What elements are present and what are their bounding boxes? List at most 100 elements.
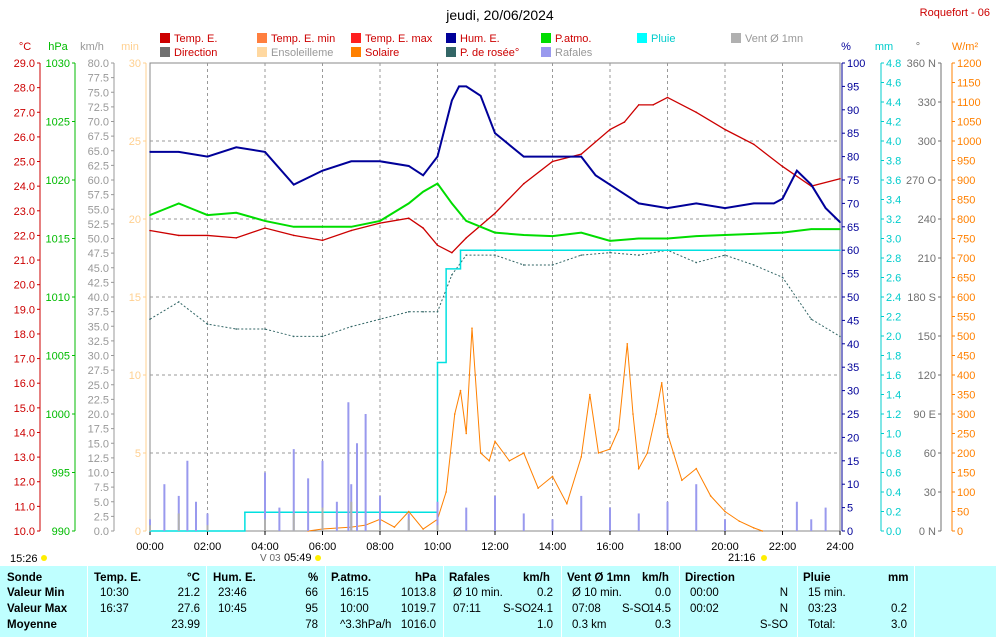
wind-axis-tick-label: 20.0	[88, 409, 109, 421]
summary-cell: Ø 10 min.	[453, 587, 503, 599]
series-pluie-point	[445, 268, 447, 270]
solar-axis-tick-label: 100	[957, 487, 975, 499]
rain-axis-tick-label: 3.8	[886, 156, 901, 168]
summary-cell: 23:46	[218, 587, 247, 599]
legend-label: P. de rosée°	[460, 47, 519, 59]
press-axis-unit: hPa	[48, 41, 68, 53]
wind-axis-tick-label: 60.0	[88, 175, 109, 187]
legend-label: Ensoleilleme	[271, 47, 333, 59]
series-hum-e-point	[379, 160, 381, 163]
sunrise-time: 05:49	[284, 552, 312, 564]
series-pluie-point	[479, 249, 482, 251]
summary-cell: 1019.7	[400, 603, 436, 615]
series-temp-e-point	[407, 217, 410, 219]
time-axis-tick-label: 10:00	[424, 541, 452, 553]
series-temp-e-point	[149, 229, 151, 232]
summary-cell: 0.0	[655, 587, 671, 599]
rain-axis-tick-label: 2.0	[886, 331, 901, 343]
series-temp-e-point	[522, 182, 525, 185]
hum-axis-tick-label: 10	[847, 479, 859, 491]
series-solaire-point	[655, 413, 657, 415]
wind-axis-tick-label: 47.5	[88, 248, 109, 260]
time-axis-tick-label: 22:00	[769, 541, 797, 553]
solar-axis-tick-label: 0	[957, 526, 963, 538]
wind-axis-tick-label: 22.5	[88, 394, 109, 406]
series-hum-e-point	[436, 155, 439, 158]
summary-cell: 10:45	[218, 603, 247, 615]
series-temp-e-point	[637, 104, 640, 106]
summary-cell: 95	[305, 603, 318, 615]
series-pluie-point	[244, 511, 246, 514]
series-hum-e-point	[773, 202, 775, 205]
minutes-axis-unit: min	[121, 41, 139, 53]
hum-axis-tick-label: 0	[847, 526, 853, 538]
series-p-de-ros-e-point	[177, 301, 180, 303]
solar-axis-tick-label: 400	[957, 370, 975, 382]
series-solaire-point	[597, 452, 600, 454]
series-p-de-ros-e-point	[551, 264, 554, 266]
series-p-de-ros-e-point	[379, 318, 381, 320]
series-temp-e-point	[494, 212, 496, 215]
summary-cell: 1.0	[537, 619, 553, 631]
rain-axis-tick-label: 3.4	[886, 195, 901, 207]
series-temp-e-point	[292, 234, 295, 237]
series-p-atmo-point	[752, 233, 755, 235]
summary-cell: 24.1	[530, 603, 553, 615]
rain-axis-tick-label: 1.0	[886, 429, 901, 441]
temp-axis-tick-label: 27.0	[14, 107, 35, 119]
series-p-atmo-point	[522, 234, 525, 236]
summary-cell: 1013.8	[400, 587, 436, 599]
series-p-atmo-point	[321, 226, 324, 228]
series-pluie	[150, 249, 840, 532]
series-solaire-point	[407, 510, 410, 513]
series-hum-e-point	[839, 221, 841, 223]
temp-axis-tick-label: 25.0	[14, 157, 35, 169]
dir-axis-tick-label: 360 N	[907, 58, 936, 70]
series-temp-e-point	[206, 234, 209, 237]
legend-label: Rafales	[555, 47, 593, 59]
series-hum-e-point	[479, 94, 482, 97]
temp-axis-tick-label: 20.0	[14, 280, 35, 292]
wind-axis-tick-label: 40.0	[88, 292, 109, 304]
wind-axis-tick-label: 30.0	[88, 351, 109, 363]
temp-axis-tick-label: 22.0	[14, 230, 35, 242]
series-p-de-ros-e-point	[436, 310, 439, 313]
legend-label: Pluie	[651, 33, 675, 45]
series-p-atmo-point	[235, 211, 238, 214]
series-temp-e-point	[781, 165, 784, 168]
summary-cell: 0.3	[655, 619, 671, 631]
sun-markers: 15:26 V 03 05:49 21:16	[10, 552, 767, 565]
series-pluie-point	[436, 361, 439, 364]
minutes-axis-tick-label: 5	[135, 448, 141, 460]
wind-axis-tick-label: 35.0	[88, 321, 109, 333]
series-solaire-point	[393, 526, 396, 528]
header-press-unit: hPa	[415, 572, 437, 584]
solar-axis-tick-label: 1050	[957, 117, 981, 129]
series-temp-e-point	[839, 177, 841, 180]
series-p-atmo-point	[451, 202, 453, 205]
time-axis-tick-label: 00:00	[136, 541, 164, 553]
series-p-atmo-point	[465, 220, 468, 222]
legend-label: Temp. E. min	[271, 33, 335, 45]
series-temp-e-point	[695, 111, 698, 114]
dir-axis-tick-label: 120	[918, 370, 936, 382]
solar-axis-tick-label: 450	[957, 351, 975, 363]
header-gust: Rafales	[449, 572, 490, 584]
rain-axis-tick-label: 2.4	[886, 292, 901, 304]
series-solaire-point	[580, 456, 583, 458]
time-axis-tick-label: 08:00	[366, 541, 394, 553]
series-temp-e-point	[177, 234, 180, 237]
legend-swatch	[351, 47, 361, 57]
hum-axis-tick-label: 85	[847, 128, 859, 140]
series-solaire-point	[465, 432, 468, 435]
series-hum-e-point	[724, 207, 726, 209]
header-rain: Pluie	[803, 572, 831, 584]
time-axis-tick-label: 16:00	[596, 541, 624, 553]
summary-cell: 15 min.	[808, 587, 846, 599]
series-p-atmo-point	[810, 228, 813, 230]
series-hum-e-point	[465, 85, 468, 88]
series-p-de-ros-e-point	[465, 254, 468, 256]
solar-axis-tick-label: 900	[957, 175, 975, 187]
series-hum-e-point	[407, 165, 410, 167]
summary-cell: N	[779, 603, 788, 615]
